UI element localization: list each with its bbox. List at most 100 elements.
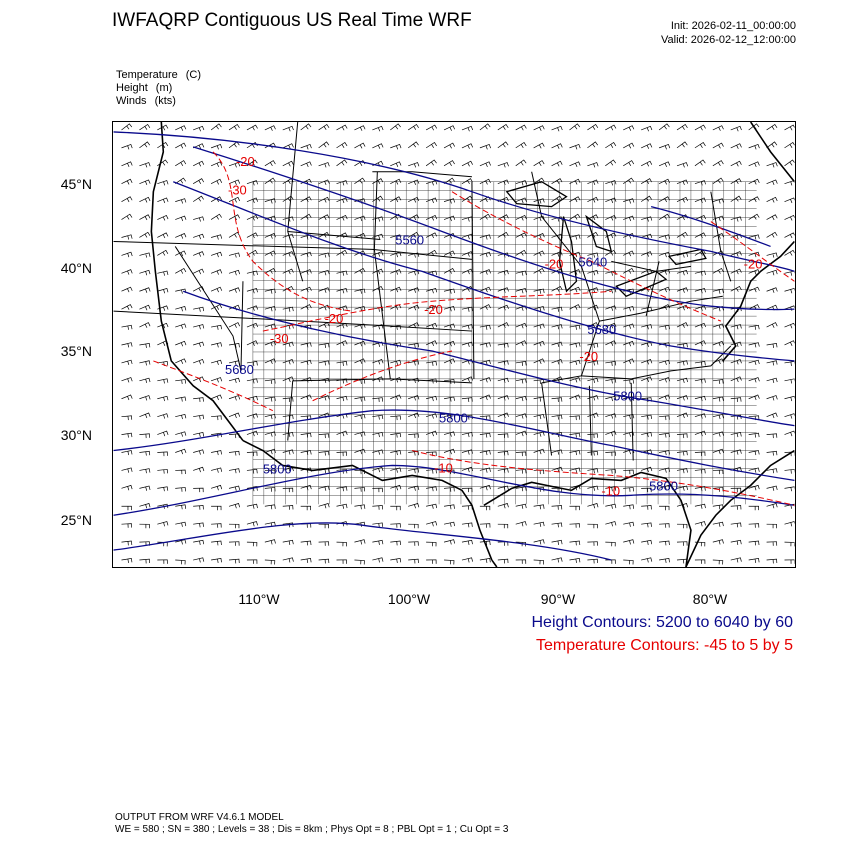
county-line bbox=[625, 199, 637, 209]
county-line bbox=[482, 217, 494, 227]
county-line bbox=[515, 441, 527, 451]
county-line bbox=[526, 271, 538, 281]
county-line bbox=[373, 351, 385, 361]
county-line bbox=[395, 432, 407, 442]
county-line bbox=[373, 280, 385, 290]
wind-barb bbox=[282, 251, 294, 257]
county-line bbox=[427, 217, 440, 227]
wind-barb bbox=[372, 178, 384, 185]
county-line bbox=[690, 441, 702, 451]
wind-barb bbox=[443, 142, 456, 149]
county-line bbox=[416, 477, 429, 487]
county-line bbox=[329, 486, 341, 496]
county-line bbox=[646, 495, 659, 505]
wind-barb bbox=[659, 324, 670, 330]
county-line bbox=[427, 235, 440, 245]
county-line bbox=[252, 351, 264, 361]
county-line bbox=[318, 477, 330, 487]
county-line bbox=[318, 486, 330, 496]
county-line bbox=[460, 423, 472, 433]
county-line bbox=[679, 199, 691, 209]
wind-barb bbox=[246, 378, 258, 384]
field-height: Height (m) bbox=[116, 82, 172, 94]
county-line bbox=[471, 315, 483, 326]
wind-barb bbox=[730, 487, 742, 493]
county-line bbox=[307, 369, 319, 379]
wind-barb bbox=[246, 288, 258, 294]
county-line bbox=[329, 423, 341, 433]
county-line bbox=[701, 244, 713, 254]
wind-barb bbox=[193, 505, 204, 510]
wind-barb bbox=[569, 359, 581, 366]
county-line bbox=[712, 181, 724, 191]
wind-barb bbox=[139, 322, 151, 328]
county-line bbox=[537, 271, 549, 281]
wind-barb bbox=[641, 505, 652, 510]
county-line bbox=[427, 280, 440, 290]
wind-barb bbox=[336, 288, 348, 294]
county-line bbox=[646, 423, 659, 433]
temp-label: -20 bbox=[744, 256, 763, 271]
county-line bbox=[493, 333, 505, 344]
wind-barb bbox=[784, 559, 795, 564]
wind-barb bbox=[641, 466, 653, 473]
county-line bbox=[395, 244, 407, 254]
county-line bbox=[603, 396, 615, 406]
county-line bbox=[526, 360, 538, 370]
county-line bbox=[406, 333, 418, 344]
county-line bbox=[318, 342, 330, 352]
wind-barb bbox=[748, 540, 760, 546]
county-line bbox=[548, 190, 560, 200]
wind-barb bbox=[587, 558, 599, 564]
county-line bbox=[307, 432, 319, 442]
county-line bbox=[581, 217, 593, 227]
county-line bbox=[504, 351, 516, 361]
county-line bbox=[592, 217, 604, 227]
wind-barb bbox=[425, 249, 437, 256]
county-line bbox=[701, 208, 713, 218]
wind-barb bbox=[282, 449, 294, 455]
county-line bbox=[362, 396, 374, 406]
wind-barb bbox=[605, 142, 617, 149]
wind-barb bbox=[569, 196, 581, 203]
county-line bbox=[384, 280, 396, 290]
county-line bbox=[603, 289, 615, 299]
county-line bbox=[723, 271, 735, 281]
county-line bbox=[274, 253, 286, 263]
county-line bbox=[471, 423, 483, 433]
county-line bbox=[581, 450, 593, 460]
county-line bbox=[526, 298, 538, 308]
county-line bbox=[646, 262, 659, 272]
wind-barb bbox=[228, 124, 240, 131]
county-line bbox=[646, 369, 659, 379]
county-line bbox=[384, 369, 396, 379]
wind-barb bbox=[623, 215, 635, 222]
wind-barb bbox=[676, 468, 688, 474]
wind-barb bbox=[443, 358, 456, 364]
temp-label: -10 bbox=[601, 483, 620, 498]
county-line bbox=[701, 378, 713, 388]
county-line bbox=[515, 342, 527, 352]
wind-barb bbox=[694, 378, 706, 384]
county-line bbox=[504, 217, 516, 227]
county-line bbox=[362, 342, 374, 352]
county-line bbox=[362, 181, 374, 191]
weather-map[interactable]: 5560 5640 5680 5800 5800 5680 5800 5800 … bbox=[112, 121, 796, 568]
county-line bbox=[263, 459, 275, 469]
wind-barb bbox=[659, 523, 670, 528]
county-line bbox=[559, 244, 571, 254]
county-line bbox=[504, 226, 516, 236]
county-line bbox=[636, 324, 648, 335]
county-line bbox=[679, 280, 691, 290]
wind-barb bbox=[605, 486, 617, 492]
county-line bbox=[723, 226, 735, 236]
county-line bbox=[493, 315, 505, 326]
county-line bbox=[285, 423, 297, 433]
wind-barb bbox=[676, 412, 689, 419]
county-line bbox=[614, 253, 626, 263]
county-line bbox=[351, 271, 363, 281]
county-line bbox=[329, 351, 341, 361]
wind-barb bbox=[587, 231, 599, 238]
county-line bbox=[646, 298, 659, 308]
county-line bbox=[745, 271, 757, 281]
